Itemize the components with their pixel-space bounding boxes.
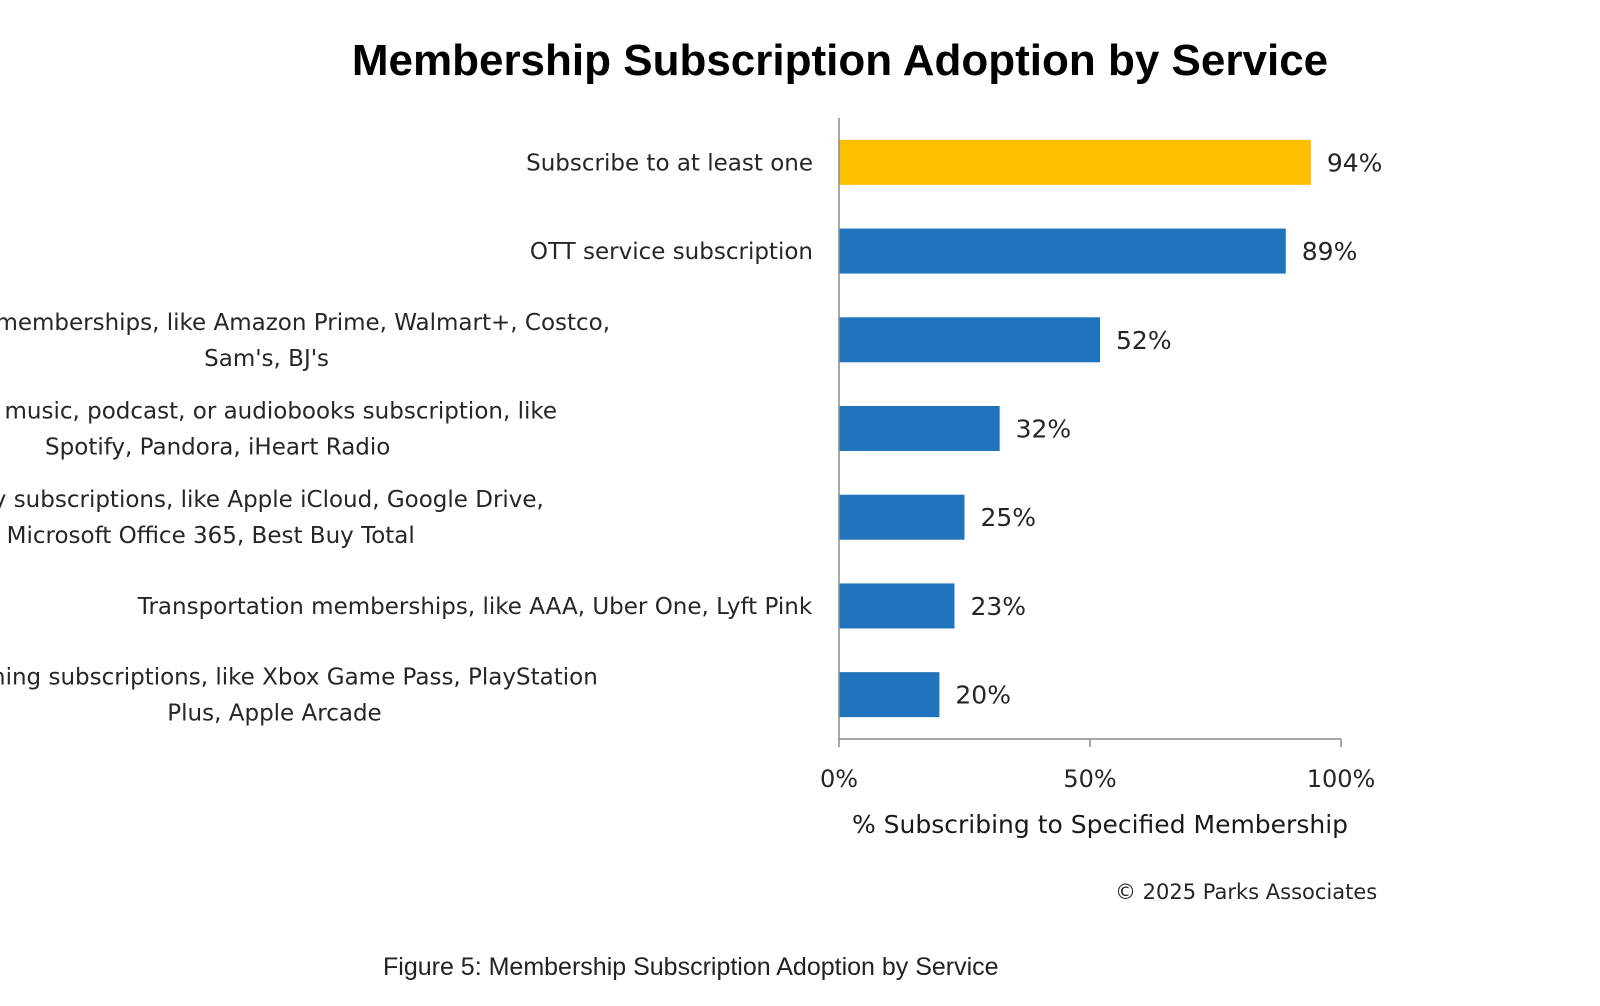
figure-caption: Figure 5: Membership Subscription Adopti… — [383, 953, 999, 981]
category-labels-layer: Subscribe to at least one OTT service sub… — [0, 150, 813, 726]
bar — [839, 228, 1286, 274]
x-tick-label: 50% — [1063, 765, 1116, 793]
x-tick-label: 100% — [1307, 765, 1376, 793]
bar — [839, 494, 965, 540]
x-axis-title: % Subscribing to Specified Membership — [852, 810, 1348, 839]
category-label: Subscribe to at least one — [526, 150, 813, 176]
data-label: 25% — [981, 503, 1037, 532]
bar — [839, 317, 1101, 363]
chart-title: Membership Subscription Adoption by Serv… — [351, 36, 1329, 85]
bars-layer: 94% 89% 52% 32% 25% 23% 20% — [839, 139, 1383, 718]
category-label: OTT service subscription — [530, 239, 813, 265]
x-tick-label: 0% — [820, 765, 858, 793]
category-label: Streaming music, podcast, or audiobooks … — [0, 399, 557, 461]
category-label: Gaming subscriptions, like Xbox Game Pas… — [0, 665, 598, 727]
data-label: 23% — [970, 592, 1026, 621]
data-label: 32% — [1016, 415, 1072, 444]
data-label: 20% — [955, 681, 1011, 710]
data-label: 89% — [1302, 237, 1358, 266]
category-label: Transportation memberships, like AAA, Ub… — [137, 594, 813, 620]
data-label: 94% — [1327, 148, 1383, 177]
bar — [839, 406, 1000, 451]
bar — [839, 139, 1311, 185]
category-label: Technology subscriptions, like Apple iCl… — [0, 487, 544, 549]
bar — [839, 583, 955, 629]
data-label: 52% — [1116, 326, 1172, 355]
bar — [839, 672, 940, 718]
copyright-notice: © 2025 Parks Associates — [1115, 880, 1378, 904]
category-label: Retail memberships, like Amazon Prime, W… — [0, 310, 610, 372]
x-axis: 0% 50% 100% % Subscribing to Specified Memb… — [820, 118, 1375, 839]
